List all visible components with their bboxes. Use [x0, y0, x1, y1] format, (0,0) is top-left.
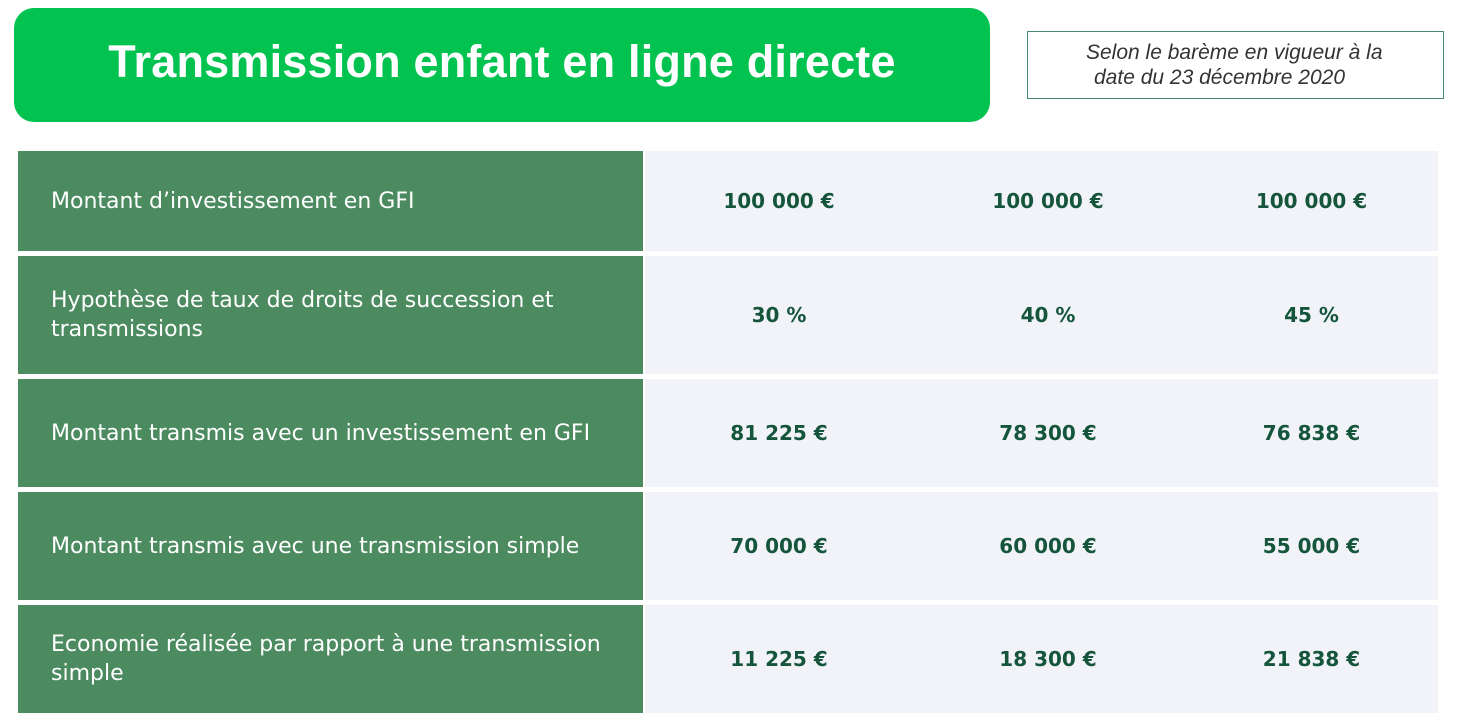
table-cell: 100 000 €	[992, 189, 1104, 213]
scale-note-line-2: date du 23 décembre 2020	[1094, 66, 1346, 89]
table-cell: 70 000 €	[730, 534, 828, 558]
row-values-simple-transmitted: 70 000 € 60 000 € 55 000 €	[645, 492, 1438, 600]
table-cell: 81 225 €	[730, 421, 828, 445]
table-cell: 40 %	[1020, 303, 1076, 327]
row-values-investment: 100 000 € 100 000 € 100 000 €	[645, 151, 1438, 251]
row-label-investment: Montant d’investissement en GFI	[18, 151, 643, 251]
row-label-savings: Economie réalisée par rapport à une tran…	[18, 605, 643, 713]
table-cell: 30 %	[751, 303, 807, 327]
table-cell: 45 %	[1284, 303, 1339, 327]
scale-note: Selon le barème en vigueur à la date du …	[1027, 31, 1444, 99]
table-cell: 60 000 €	[999, 534, 1097, 558]
page-title: Transmission enfant en ligne directe	[108, 36, 896, 87]
row-label-gfi-transmitted: Montant transmis avec un investissement …	[18, 379, 643, 487]
table-cell: 18 300 €	[999, 647, 1097, 671]
table-cell: 55 000 €	[1262, 534, 1361, 558]
row-values-gfi-transmitted: 81 225 € 78 300 € 76 838 €	[645, 379, 1438, 487]
table-cell: 21 838 €	[1262, 647, 1361, 671]
row-label-tax-rate: Hypothèse de taux de droits de successio…	[18, 256, 643, 374]
row-values-tax-rate: 30 % 40 % 45 %	[645, 256, 1438, 374]
table-cell: 100 000 €	[723, 189, 835, 213]
row-label-simple-transmitted: Montant transmis avec une transmission s…	[18, 492, 643, 600]
table-cell: 11 225 €	[730, 647, 828, 671]
row-values-savings: 11 225 € 18 300 € 21 838 €	[645, 605, 1438, 713]
transmission-table: Montant d’investissement en GFI 100 000 …	[18, 151, 1438, 713]
title-banner: Transmission enfant en ligne directe	[14, 8, 990, 122]
table-cell: 78 300 €	[999, 421, 1097, 445]
table-cell: 76 838 €	[1262, 421, 1361, 445]
scale-note-line-1: Selon le barème en vigueur à la	[1086, 41, 1383, 64]
table-cell: 100 000 €	[1255, 189, 1368, 213]
